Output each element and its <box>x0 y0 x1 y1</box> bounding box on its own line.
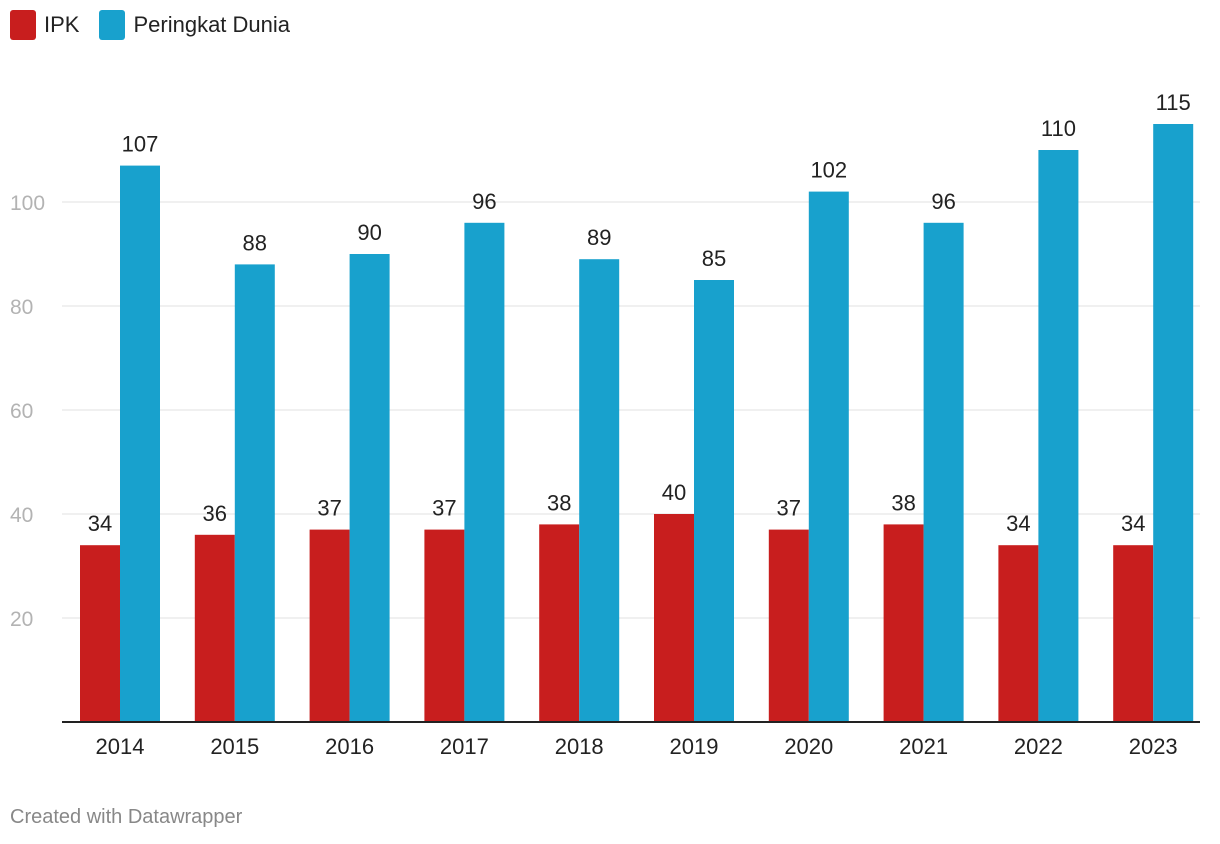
x-tick-label-2019: 2019 <box>670 734 719 759</box>
value-label-ipk-2022: 34 <box>1006 511 1030 536</box>
y-tick-label-40: 40 <box>10 504 33 527</box>
bar-ipk-2022 <box>998 545 1039 722</box>
bar-peringkat-dunia-2017 <box>464 222 505 723</box>
x-tick-label-2020: 2020 <box>784 734 833 759</box>
bar-ipk-2020 <box>768 529 809 722</box>
value-label-ipk-2023: 34 <box>1121 511 1145 536</box>
bar-ipk-2017 <box>424 529 465 722</box>
bar-ipk-2016 <box>309 529 350 722</box>
value-label-ipk-2020: 37 <box>777 496 801 521</box>
legend-label-ipk: IPK <box>44 12 80 37</box>
y-tick-label-60: 60 <box>10 400 33 423</box>
x-tick-label-2021: 2021 <box>899 734 948 759</box>
value-label-peringkat-dunia-2016: 90 <box>357 220 381 245</box>
y-tick-label-80: 80 <box>10 296 33 319</box>
legend-swatch-peringkat-dunia <box>99 10 126 40</box>
bar-ipk-2018 <box>539 524 580 722</box>
legend-item-peringkat-dunia: Peringkat Dunia <box>99 10 290 40</box>
value-label-ipk-2015: 36 <box>203 501 227 526</box>
y-tick-label-20: 20 <box>10 608 33 631</box>
value-label-peringkat-dunia-2014: 107 <box>122 132 159 157</box>
bar-peringkat-dunia-2015 <box>234 264 275 722</box>
value-label-peringkat-dunia-2022: 110 <box>1041 116 1076 141</box>
value-label-ipk-2016: 37 <box>317 496 341 521</box>
x-tick-label-2018: 2018 <box>555 734 604 759</box>
legend-item-ipk: IPK <box>10 10 79 40</box>
value-label-ipk-2021: 38 <box>891 490 915 515</box>
value-label-peringkat-dunia-2019: 85 <box>702 246 726 271</box>
bar-peringkat-dunia-2022 <box>1038 150 1079 722</box>
bar-peringkat-dunia-2014 <box>120 165 160 723</box>
x-tick-label-2016: 2016 <box>325 734 374 759</box>
bar-peringkat-dunia-2020 <box>808 191 849 723</box>
value-label-peringkat-dunia-2015: 88 <box>243 230 267 255</box>
x-tick-label-2014: 2014 <box>96 734 145 759</box>
x-tick-label-2017: 2017 <box>440 734 489 759</box>
legend: IPK Peringkat Dunia <box>10 10 310 40</box>
value-label-ipk-2017: 37 <box>432 496 456 521</box>
bar-ipk-2023 <box>1113 545 1154 722</box>
x-tick-label-2023: 2023 <box>1129 734 1178 759</box>
value-label-peringkat-dunia-2018: 89 <box>587 225 611 250</box>
bar-ipk-2014 <box>80 545 120 722</box>
bar-peringkat-dunia-2016 <box>349 254 390 722</box>
footer-credit: Created with Datawrapper <box>10 806 243 828</box>
bar-peringkat-dunia-2023 <box>1153 124 1194 722</box>
bar-peringkat-dunia-2021 <box>923 222 964 723</box>
value-label-peringkat-dunia-2017: 96 <box>472 189 496 214</box>
bar-peringkat-dunia-2019 <box>694 280 734 722</box>
value-label-peringkat-dunia-2023: 115 <box>1156 90 1191 115</box>
bar-ipk-2021 <box>883 524 924 722</box>
bar-ipk-2015 <box>194 534 235 722</box>
x-tick-label-2015: 2015 <box>210 734 259 759</box>
x-tick-label-2022: 2022 <box>1014 734 1063 759</box>
value-label-ipk-2014: 34 <box>88 511 112 536</box>
bar-ipk-2019 <box>654 514 694 722</box>
value-label-ipk-2019: 40 <box>662 480 686 505</box>
value-label-ipk-2018: 38 <box>547 490 571 515</box>
bar-peringkat-dunia-2018 <box>579 259 620 722</box>
value-label-peringkat-dunia-2021: 96 <box>931 189 955 214</box>
value-label-peringkat-dunia-2020: 102 <box>810 158 847 183</box>
y-tick-label-100: 100 <box>10 192 45 215</box>
legend-swatch-ipk <box>10 10 36 40</box>
legend-label-peringkat-dunia: Peringkat Dunia <box>133 12 291 37</box>
